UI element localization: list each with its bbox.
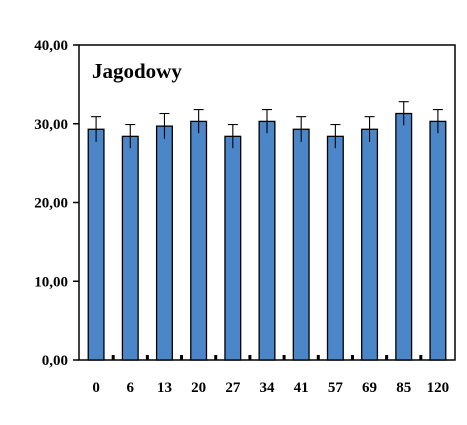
x-tick-label: 0	[92, 380, 100, 396]
x-tick-label: 27	[225, 380, 241, 396]
bar	[292, 128, 310, 361]
x-tick-label: 57	[328, 380, 344, 396]
y-tick-label: 0,00	[42, 353, 68, 369]
bar	[258, 120, 276, 361]
bar	[429, 120, 447, 361]
x-tick-label: 69	[362, 380, 377, 396]
bar	[361, 128, 379, 361]
x-tick-label: 120	[427, 380, 450, 396]
x-tick-label: 13	[157, 380, 172, 396]
bars-group	[87, 101, 447, 361]
y-ticks-group: 0,00 10,00 20,00 30,00 40,00	[34, 38, 79, 369]
chart-title: Jagodowy	[92, 59, 182, 83]
y-tick-label: 30,00	[34, 117, 68, 133]
y-tick-label: 10,00	[34, 274, 68, 290]
bar	[155, 125, 173, 361]
bar	[190, 120, 208, 361]
y-tick-label: 40,00	[34, 38, 68, 54]
x-tick-label: 41	[294, 380, 309, 396]
x-tick-label: 34	[260, 380, 276, 396]
bar	[224, 135, 242, 361]
x-tick-label: 6	[127, 380, 135, 396]
bar	[326, 135, 344, 361]
bar	[121, 135, 139, 361]
x-tick-label: 20	[191, 380, 206, 396]
bar	[395, 112, 413, 361]
x-tick-label: 85	[396, 380, 411, 396]
x-ticks-group: 0 6 13 20 27 34 41 57 69 85 120	[92, 355, 449, 396]
y-tick-label: 20,00	[34, 196, 68, 212]
bar	[87, 128, 105, 361]
